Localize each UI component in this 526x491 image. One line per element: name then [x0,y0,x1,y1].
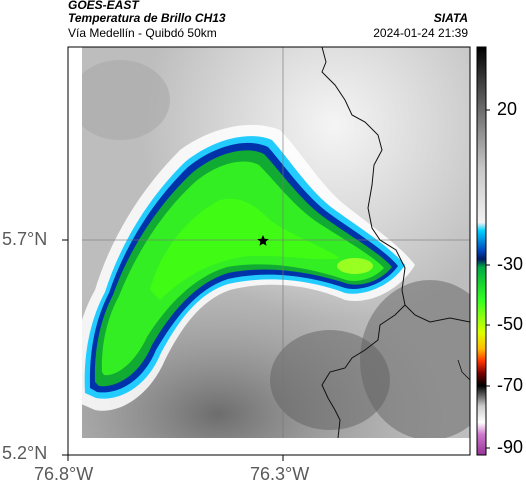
department-boundary [457,359,470,381]
colorbar-label: -50 [497,314,524,334]
colorbar [476,46,487,456]
storm-cell-green [101,161,384,376]
map-margin [68,47,82,455]
y-tick-label: 5.2°N [2,443,48,463]
colorbar-label: -70 [497,375,524,395]
source-label: SIATA [433,11,468,25]
dark-region [270,330,390,430]
storm-cell-core [150,198,340,300]
satellite-title: GOES-EAST [68,0,139,12]
x-tick-label: 76.8°W [34,464,94,484]
map-border [67,46,471,456]
storm-cell-green-dark [94,150,393,387]
map-margin [68,438,470,455]
region-label: Vía Medellín - Quibdó 50km [68,26,217,40]
colorbar-label: -30 [497,254,524,274]
product-title: Temperatura de Brillo CH13 [68,11,226,25]
x-tick-label: 76.3°W [250,464,310,484]
star-icon [257,235,269,246]
colorbar-label: -90 [497,437,524,457]
storm-cell-core [337,258,373,274]
colorbar-label: 20 [497,99,518,119]
department-boundary [321,304,406,439]
gray-patch [70,60,170,140]
y-tick-label: 5.7°N [2,229,48,249]
department-boundary [321,47,470,323]
datetime-label: 2024-01-24 21:39 [373,26,468,40]
